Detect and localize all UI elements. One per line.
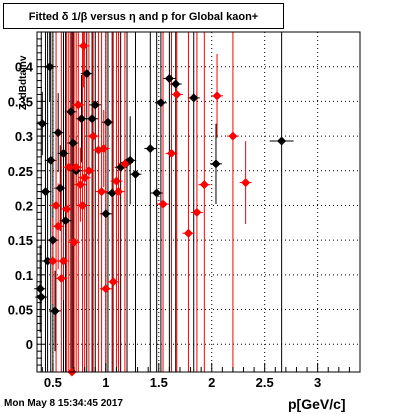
data-point <box>64 162 74 172</box>
data-point <box>82 69 92 79</box>
data-point <box>111 176 121 186</box>
data-point <box>66 107 76 117</box>
data-point <box>171 79 181 89</box>
y-tick-label: 0.1 <box>15 268 33 283</box>
data-point <box>68 138 78 148</box>
data-point <box>120 159 130 169</box>
y-tick-label: 0.2 <box>15 198 33 213</box>
grid <box>37 32 360 372</box>
data-point <box>40 187 50 197</box>
data-point <box>61 216 71 226</box>
data-point <box>75 180 85 190</box>
data-point <box>97 187 107 197</box>
data-point <box>78 200 88 210</box>
data-point <box>56 273 66 283</box>
x-tick-label: 2.5 <box>256 375 274 390</box>
data-point <box>152 188 162 198</box>
data-point <box>199 180 209 190</box>
data-point <box>241 178 251 188</box>
data-point <box>114 187 124 197</box>
data-point <box>62 204 72 214</box>
data-point <box>130 169 140 179</box>
data-point <box>76 114 86 124</box>
y-tick-label: 0.4 <box>15 60 34 75</box>
x-tick-label: 1.5 <box>150 375 168 390</box>
data-point <box>183 228 193 238</box>
data-point <box>69 237 79 247</box>
data-points <box>35 41 287 377</box>
x-axis-label: p[GeV/c] <box>288 396 346 412</box>
data-point <box>48 235 58 245</box>
data-point <box>88 131 98 141</box>
data-point <box>71 162 81 172</box>
data-point <box>45 62 55 72</box>
data-point <box>73 100 83 110</box>
data-point <box>53 128 63 138</box>
data-point <box>101 209 111 219</box>
data-point <box>84 166 94 176</box>
data-point <box>145 144 155 154</box>
data-point <box>166 148 176 158</box>
data-point <box>192 207 202 217</box>
data-point <box>53 221 63 231</box>
timestamp: Mon May 8 15:34:45 2017 <box>4 398 123 409</box>
data-point <box>37 119 47 129</box>
y-tick-label: 0.25 <box>8 164 33 179</box>
data-point <box>51 200 61 210</box>
data-point <box>79 41 89 51</box>
data-point <box>48 256 58 266</box>
x-tick-label: 0.5 <box>44 375 62 390</box>
y-tick-label: 0.05 <box>8 303 33 318</box>
data-point <box>101 284 111 294</box>
data-point <box>164 73 174 83</box>
x-tick-label: 1 <box>102 375 109 390</box>
tick-labels: 0.5 1 1.5 2 2.5 3 0 0.05 0.1 0.15 0.2 0.25 0.3 0.35 0.… <box>8 60 322 390</box>
data-point <box>58 256 68 266</box>
data-point <box>156 98 166 108</box>
data-point <box>90 100 100 110</box>
data-point <box>108 277 118 287</box>
x-tick-label: 3 <box>314 375 321 390</box>
data-point <box>158 199 168 209</box>
y-tick-label: 0.15 <box>8 233 33 248</box>
data-point <box>55 183 65 193</box>
axis-ticks <box>37 38 350 372</box>
data-point <box>58 148 68 158</box>
plot-frame <box>36 31 361 373</box>
y-tick-label: 0.3 <box>15 129 33 144</box>
data-point <box>103 117 113 127</box>
data-point <box>277 136 287 146</box>
data-point <box>172 89 182 99</box>
y-tick-label: 0 <box>26 337 33 352</box>
x-tick-label: 2 <box>208 375 215 390</box>
data-point <box>211 159 221 169</box>
data-point <box>87 114 97 124</box>
data-point <box>228 131 238 141</box>
y-tick-label: 0.35 <box>8 94 33 109</box>
data-point <box>46 155 56 165</box>
chart-title: Fitted δ 1/β versus η and p for Global k… <box>3 3 284 29</box>
data-point <box>212 91 222 101</box>
data-point <box>80 173 90 183</box>
data-point <box>43 256 53 266</box>
data-point <box>107 188 117 198</box>
data-point <box>189 93 199 103</box>
data-point <box>99 144 109 154</box>
data-point <box>50 306 60 316</box>
data-point <box>36 292 46 302</box>
